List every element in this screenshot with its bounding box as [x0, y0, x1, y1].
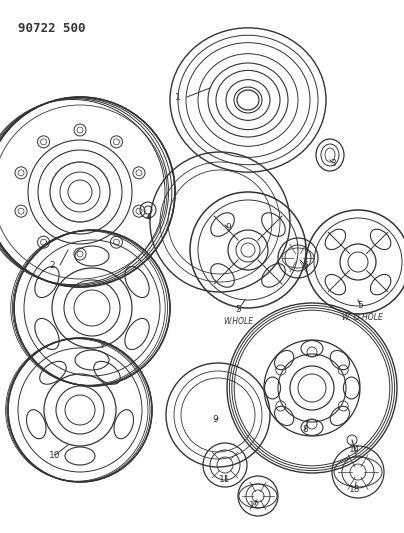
Text: 6: 6	[302, 261, 308, 270]
Text: 1: 1	[175, 93, 181, 101]
Text: 2: 2	[49, 261, 55, 270]
Text: 9: 9	[212, 416, 218, 424]
Text: 12: 12	[249, 500, 261, 510]
Text: 11: 11	[219, 475, 231, 484]
Text: 13: 13	[349, 486, 361, 495]
Text: 90722 500: 90722 500	[18, 22, 86, 35]
Text: 4: 4	[145, 214, 151, 222]
Text: W.HOLE: W.HOLE	[223, 318, 253, 327]
Text: W. O HOLE: W. O HOLE	[341, 313, 383, 322]
Text: 5: 5	[235, 305, 241, 314]
Text: 9: 9	[225, 223, 231, 232]
Text: 10: 10	[49, 450, 61, 459]
Text: 8: 8	[302, 425, 308, 434]
Text: 5: 5	[357, 301, 363, 310]
Text: 14: 14	[349, 446, 361, 455]
Text: 7: 7	[99, 341, 105, 350]
Text: 3: 3	[330, 158, 336, 167]
